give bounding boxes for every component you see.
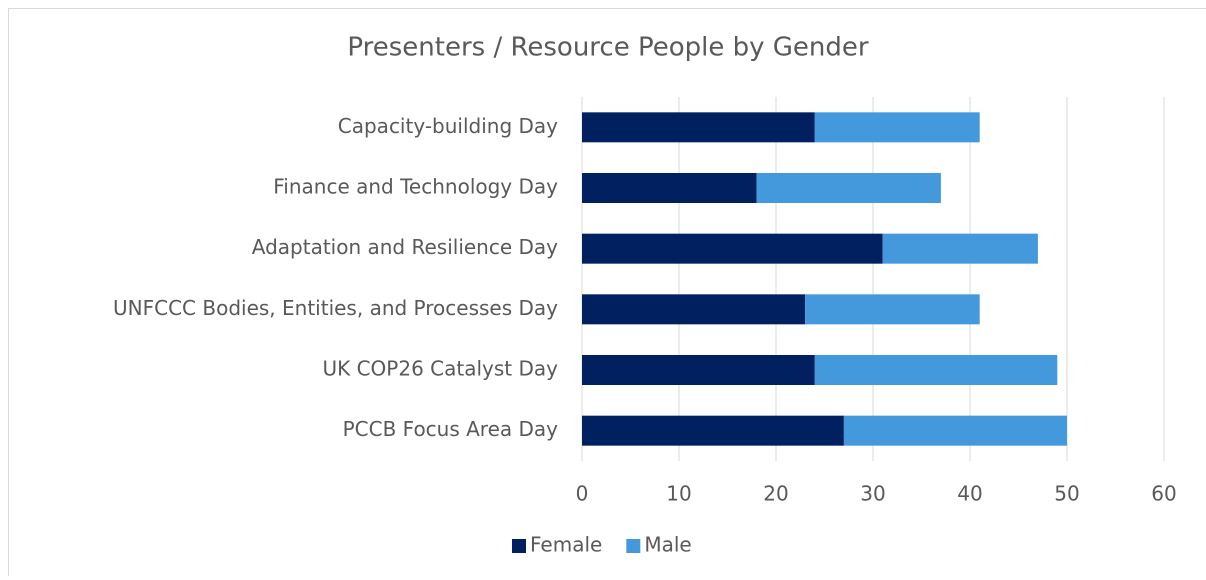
- x-tick-label: 60: [1151, 482, 1176, 506]
- legend-label: Male: [644, 533, 691, 557]
- bar-segment: [805, 294, 980, 324]
- legend-swatch: [512, 539, 526, 553]
- y-tick-label: Adaptation and Resilience Day: [252, 235, 558, 259]
- chart-border: [9, 9, 1206, 577]
- bar-segment: [582, 234, 883, 264]
- bar-segment: [757, 173, 941, 203]
- x-tick-label: 20: [763, 482, 788, 506]
- chart-title: Presenters / Resource People by Gender: [347, 33, 868, 63]
- bar-segment: [815, 355, 1058, 385]
- y-tick-label: Finance and Technology Day: [273, 175, 558, 199]
- x-tick-label: 30: [860, 482, 885, 506]
- y-tick-label: UK COP26 Catalyst Day: [322, 357, 558, 381]
- bar-segment: [582, 416, 844, 446]
- y-tick-label: UNFCCC Bodies, Entities, and Processes D…: [113, 296, 558, 320]
- x-tick-label: 50: [1054, 482, 1079, 506]
- y-tick-label: PCCB Focus Area Day: [343, 417, 559, 441]
- bar-segment: [844, 416, 1067, 446]
- bar-segment: [582, 294, 805, 324]
- bar-segment: [815, 112, 980, 142]
- x-tick-label: 0: [576, 482, 589, 506]
- bar-segment: [582, 112, 815, 142]
- bar-segment: [883, 234, 1038, 264]
- legend-swatch: [626, 539, 640, 553]
- x-tick-label: 40: [957, 482, 982, 506]
- legend-label: Female: [530, 533, 602, 557]
- bar-segment: [582, 355, 815, 385]
- y-tick-label: Capacity-building Day: [338, 114, 558, 138]
- x-tick-label: 10: [666, 482, 691, 506]
- bar-segment: [582, 173, 757, 203]
